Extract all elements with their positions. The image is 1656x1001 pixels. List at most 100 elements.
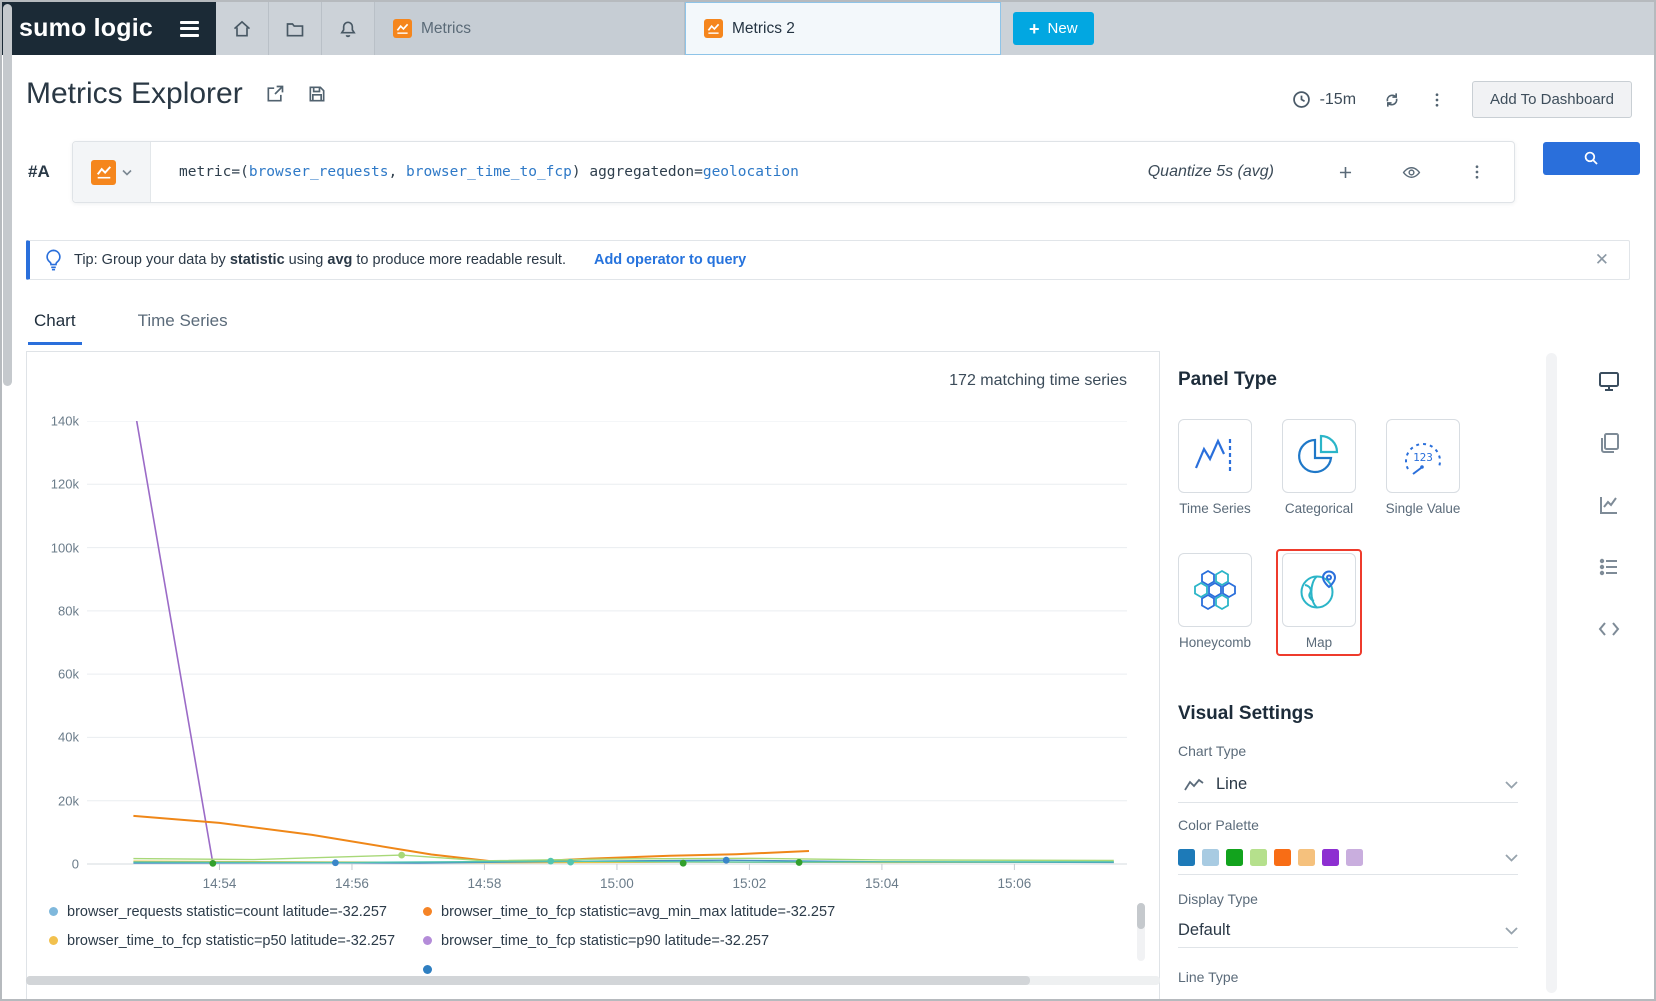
tab-metrics-2-label: Metrics 2 bbox=[732, 19, 795, 37]
x-tick-label: 15:04 bbox=[864, 876, 899, 891]
tab-time-series[interactable]: Time Series bbox=[137, 311, 228, 330]
x-tick-label: 14:58 bbox=[467, 876, 502, 891]
tab-chart[interactable]: Chart bbox=[28, 304, 82, 345]
palette-swatch[interactable] bbox=[1274, 849, 1291, 866]
lightbulb-icon bbox=[45, 249, 62, 271]
legend-item[interactable]: browser_time_to_fcp statistic=p90 latitu… bbox=[423, 930, 1105, 951]
add-operator-link[interactable]: Add operator to query bbox=[593, 252, 747, 268]
x-axis-labels: 14:54 14:56 14:58 15:00 15:02 15:04 15:06 bbox=[87, 876, 1127, 894]
x-tick-label: 15:02 bbox=[732, 876, 767, 891]
chart-type-select[interactable]: Line bbox=[1178, 767, 1518, 803]
time-range-picker[interactable]: -15m bbox=[1291, 89, 1356, 110]
visual-settings-title: Visual Settings bbox=[1178, 703, 1314, 724]
metrics-icon bbox=[91, 159, 116, 185]
metric-type-selector[interactable] bbox=[73, 142, 151, 202]
x-tick-label: 15:06 bbox=[997, 876, 1032, 891]
palette-swatch[interactable] bbox=[1178, 849, 1195, 866]
y-tick-label: 120k bbox=[50, 476, 79, 492]
tip-close-button[interactable]: ✕ bbox=[1594, 250, 1609, 269]
quantize-label[interactable]: Quantize 5s (avg) bbox=[1147, 163, 1274, 180]
query-text[interactable]: metric=(browser_requests, browser_time_t… bbox=[179, 164, 799, 180]
axes-chart-icon bbox=[1597, 493, 1621, 517]
folder-icon bbox=[285, 19, 305, 39]
color-palette-select[interactable] bbox=[1178, 841, 1518, 875]
legend-scrollbar-thumb[interactable] bbox=[1137, 903, 1145, 929]
legend-item[interactable]: browser_requests statistic=count latitud… bbox=[49, 901, 423, 922]
chart-legend: browser_requests statistic=count latitud… bbox=[49, 901, 1105, 980]
header-overflow-menu-button[interactable] bbox=[1428, 90, 1446, 110]
y-axis-labels: 140k 120k 100k 80k 60k 40k 20k 0 bbox=[33, 414, 79, 872]
clock-icon bbox=[1291, 89, 1312, 110]
new-tab-button[interactable]: + New bbox=[1013, 12, 1094, 45]
sumo-logic-logo: sumo logic bbox=[2, 2, 216, 55]
palette-swatch[interactable] bbox=[1346, 849, 1363, 866]
save-button[interactable] bbox=[307, 84, 327, 104]
legend-item[interactable]: browser_time_to_fcp statistic=avg_min_ma… bbox=[423, 901, 1105, 922]
chart-settings-button[interactable] bbox=[1591, 487, 1627, 523]
notifications-button[interactable] bbox=[322, 2, 375, 55]
y-tick-label: 60k bbox=[58, 666, 79, 682]
home-icon bbox=[232, 19, 252, 39]
home-button[interactable] bbox=[216, 2, 269, 55]
share-button[interactable] bbox=[265, 84, 285, 104]
chart-type-value: Line bbox=[1216, 775, 1248, 793]
menu-icon[interactable] bbox=[180, 20, 199, 37]
palette-swatch[interactable] bbox=[1250, 849, 1267, 866]
library-button[interactable] bbox=[269, 2, 322, 55]
horizontal-scrollbar[interactable] bbox=[26, 976, 1160, 985]
legend-color-dot bbox=[49, 907, 58, 916]
legend-color-dot bbox=[423, 936, 432, 945]
display-type-select[interactable]: Default bbox=[1178, 914, 1518, 948]
query-code-button[interactable] bbox=[1591, 611, 1627, 647]
matching-series-count: 172 matching time series bbox=[949, 372, 1127, 389]
hide-query-button[interactable] bbox=[1401, 163, 1422, 182]
panel-type-honeycomb[interactable]: Honeycomb bbox=[1172, 549, 1258, 656]
chart-panel: 172 matching time series 140k 120k 100k 80k… bbox=[26, 351, 1160, 999]
search-icon bbox=[1582, 149, 1601, 168]
legend-item[interactable]: browser_time_to_fcp statistic=p50 latitu… bbox=[49, 930, 423, 951]
chevron-down-icon bbox=[1505, 780, 1518, 789]
time-series-icon bbox=[1191, 432, 1239, 480]
tab-metrics[interactable]: Metrics bbox=[375, 2, 685, 55]
display-mode-button[interactable] bbox=[1591, 363, 1627, 399]
top-navigation-bar: sumo logic Metrics Metrics 2 + New bbox=[2, 2, 1654, 55]
palette-swatch[interactable] bbox=[1202, 849, 1219, 866]
copy-icon bbox=[1597, 431, 1621, 455]
bell-icon bbox=[338, 19, 358, 39]
chart-type-label: Chart Type bbox=[1178, 743, 1247, 759]
palette-swatch[interactable] bbox=[1322, 849, 1339, 866]
legend-color-dot bbox=[49, 936, 58, 945]
add-to-dashboard-button[interactable]: Add To Dashboard bbox=[1472, 81, 1632, 118]
legend-list-button[interactable] bbox=[1591, 549, 1627, 585]
legend-color-dot bbox=[423, 907, 432, 916]
vertical-scrollbar-thumb[interactable] bbox=[3, 4, 12, 386]
query-row-label: #A bbox=[28, 162, 50, 181]
y-tick-label: 100k bbox=[50, 540, 79, 556]
vertical-scrollbar[interactable] bbox=[1546, 353, 1557, 993]
horizontal-scrollbar-thumb[interactable] bbox=[26, 976, 1030, 985]
run-search-button[interactable] bbox=[1543, 142, 1640, 175]
refresh-button[interactable] bbox=[1382, 90, 1402, 110]
tip-banner: Tip: Group your data by statistic using … bbox=[26, 240, 1630, 280]
legend-scrollbar[interactable] bbox=[1137, 903, 1145, 961]
chevron-down-icon bbox=[122, 169, 132, 176]
panel-type-time-series[interactable]: Time Series bbox=[1172, 415, 1258, 522]
legend-item[interactable] bbox=[423, 959, 1105, 980]
query-overflow-menu-button[interactable] bbox=[1468, 162, 1486, 182]
panel-type-single-value[interactable]: 123 Single Value bbox=[1380, 415, 1466, 522]
view-tabs: Chart Time Series bbox=[28, 304, 234, 345]
chart-plot-svg bbox=[87, 420, 1127, 870]
y-tick-label: 0 bbox=[71, 856, 79, 872]
panel-type-categorical[interactable]: Categorical bbox=[1276, 415, 1362, 522]
tab-metrics-2[interactable]: Metrics 2 bbox=[685, 2, 1001, 55]
new-button-label: New bbox=[1047, 20, 1078, 37]
add-query-button[interactable] bbox=[1336, 163, 1355, 182]
x-tick-label: 14:54 bbox=[202, 876, 237, 891]
palette-swatch[interactable] bbox=[1298, 849, 1315, 866]
chart-plot[interactable] bbox=[87, 420, 1127, 871]
duplicate-view-button[interactable] bbox=[1591, 425, 1627, 461]
display-type-value: Default bbox=[1178, 921, 1231, 939]
y-tick-label: 40k bbox=[58, 729, 79, 745]
palette-swatch[interactable] bbox=[1226, 849, 1243, 866]
panel-type-map[interactable]: Map bbox=[1276, 549, 1362, 656]
